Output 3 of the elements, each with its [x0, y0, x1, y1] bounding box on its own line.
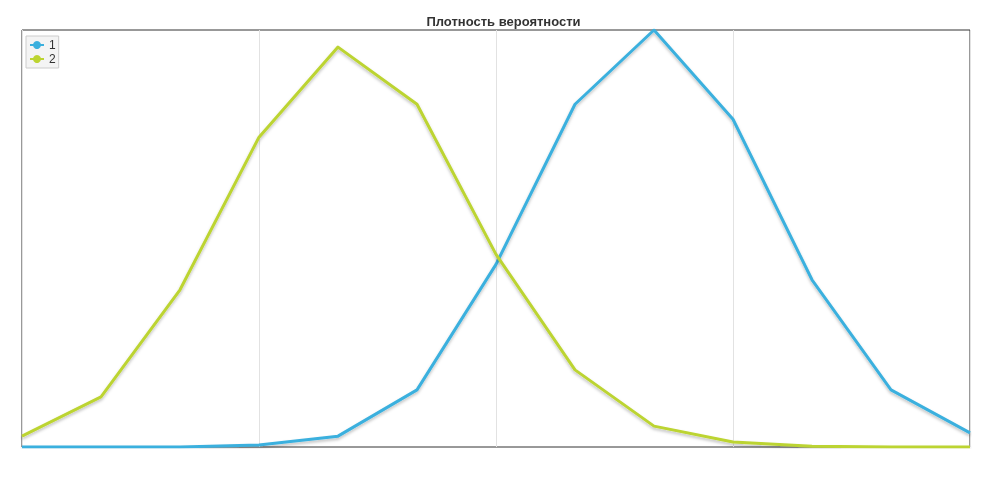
- legend-label: 1: [49, 38, 56, 52]
- legend-label: 2: [49, 52, 56, 66]
- chart-title: Плотность вероятности: [426, 14, 581, 29]
